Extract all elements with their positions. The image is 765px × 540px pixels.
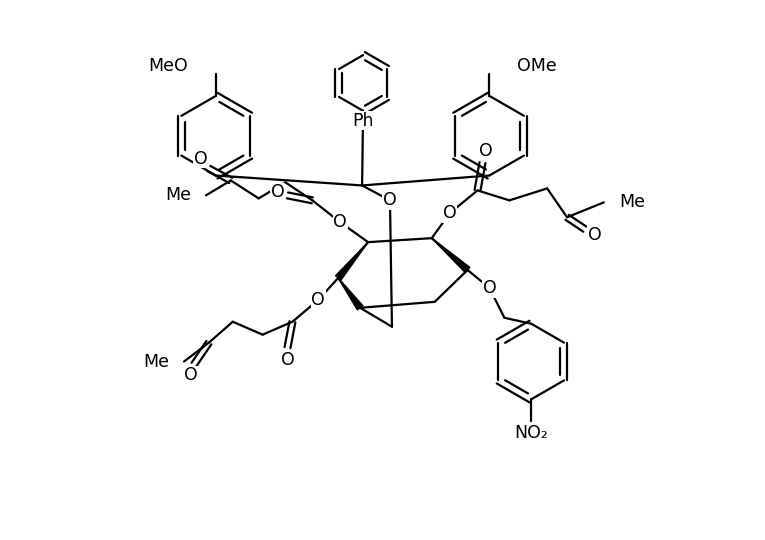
Text: O: O <box>271 184 285 201</box>
Text: O: O <box>184 367 198 384</box>
Text: O: O <box>443 204 457 222</box>
Text: OMe: OMe <box>517 57 557 75</box>
Text: Me: Me <box>165 186 191 204</box>
Text: O: O <box>311 291 325 309</box>
Text: O: O <box>479 141 493 160</box>
Text: O: O <box>483 279 496 297</box>
Text: O: O <box>281 350 295 368</box>
Text: NO₂: NO₂ <box>514 424 548 442</box>
Text: O: O <box>383 191 397 210</box>
Text: Ph: Ph <box>353 112 374 130</box>
Text: Me: Me <box>143 353 169 370</box>
Polygon shape <box>431 238 470 273</box>
Polygon shape <box>338 278 363 310</box>
Text: Me: Me <box>619 193 645 211</box>
Text: O: O <box>334 213 347 231</box>
Text: O: O <box>194 150 208 167</box>
Text: O: O <box>588 226 602 244</box>
Text: MeO: MeO <box>148 57 188 75</box>
Polygon shape <box>336 242 368 280</box>
